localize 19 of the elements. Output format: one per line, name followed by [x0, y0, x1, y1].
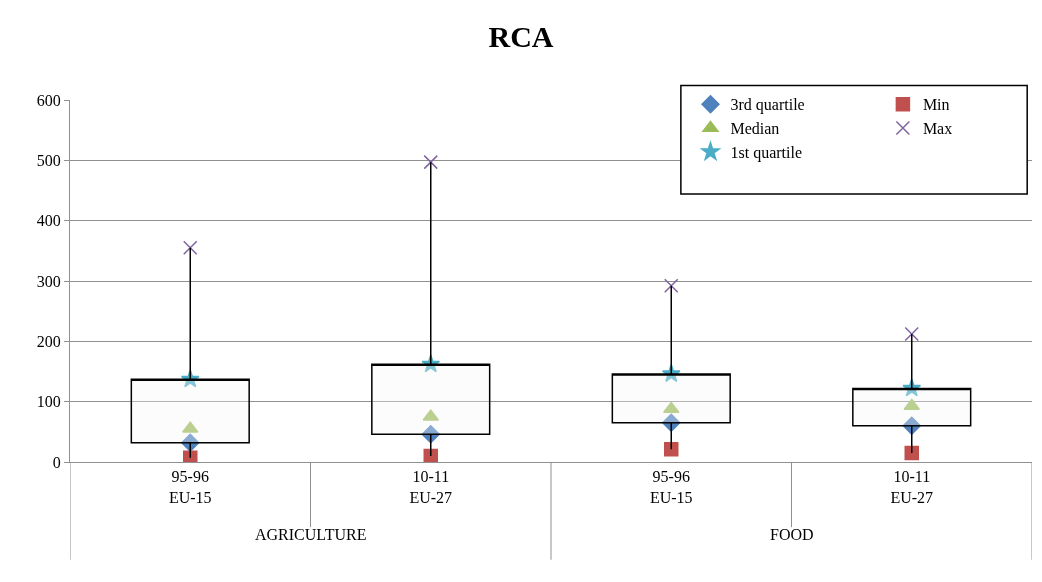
- y-tick-label: 600: [36, 91, 61, 109]
- text: AGRICULTURE: [255, 526, 367, 543]
- y-tick-label: 0: [52, 453, 61, 471]
- y-tick-label: 100: [36, 393, 61, 411]
- y-tick-label: 400: [36, 212, 61, 230]
- y-tick-label: 200: [36, 332, 61, 350]
- legend-label: Min: [922, 96, 950, 114]
- y-tick-label: 300: [36, 272, 61, 290]
- y-tick-label: 500: [36, 151, 61, 169]
- legend-label: 1st quartile: [730, 144, 803, 163]
- legend-label: Max: [922, 120, 953, 138]
- legend-label: Median: [730, 120, 780, 138]
- chart-title: RCA: [488, 20, 554, 54]
- legend-label: 3rd quartile: [730, 96, 805, 115]
- x-tick-label: 95-96 EU-15: [649, 468, 693, 506]
- x-tick-label: 10-11 EU-27: [409, 468, 453, 506]
- x-tick-label: 95-96 EU-15: [168, 468, 212, 506]
- x-tick-label: 10-11 EU-27: [890, 468, 934, 506]
- text: FOOD: [770, 526, 814, 543]
